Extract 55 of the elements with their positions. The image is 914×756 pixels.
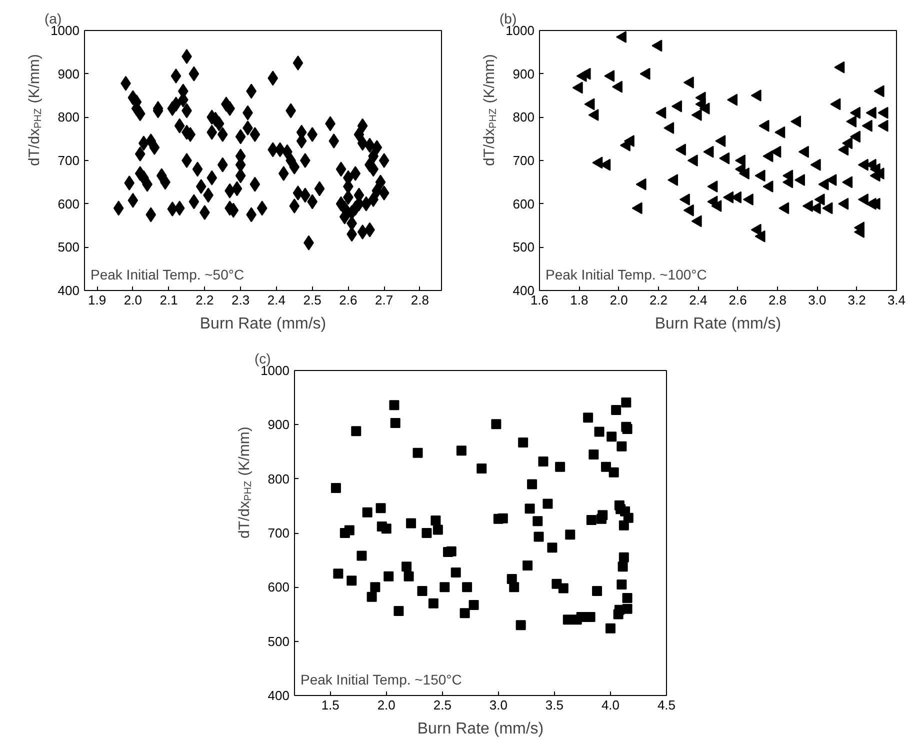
x-tick-label: 4.5 [657,698,676,712]
annotation: Peak Initial Temp. ~50°C [90,266,244,282]
x-tick-label: 2.6 [339,292,358,308]
y-tick-label: 800 [58,110,80,125]
x-tick-label: 2.6 [728,292,747,308]
y-tick-label: 400 [58,283,80,298]
x-axis-title: Burn Rate (mm/s) [654,316,782,332]
y-axis-title: dT/dxPHZ (K/mm) [26,54,44,166]
x-tick-label: 2.3 [232,292,250,308]
x-tick-label: 2.4 [267,292,286,308]
text: (a) [44,10,62,26]
x-tick-label: 2.5 [303,292,322,308]
x-tick-label: 2.2 [649,292,668,308]
x-tick-label: 2.2 [196,292,214,308]
x-tick-label: 2.0 [377,698,396,712]
y-tick-label: 900 [58,66,80,82]
x-tick-label: 3.2 [848,292,866,308]
x-tick-label: 1.9 [88,292,106,308]
y-axis-title: dT/dxPHZ (K/mm) [236,426,254,538]
y-tick-label: 500 [268,634,290,649]
x-tick-label: 2.1 [160,292,178,308]
y-tick-label: 900 [512,66,535,82]
x-tick-label: 2.5 [433,698,452,712]
y-tick-label: 900 [268,417,290,432]
y-tick-label: 700 [58,153,80,168]
x-tick-label: 3.0 [808,292,826,308]
y-tick-label: 500 [58,240,80,255]
x-tick-label: 2.0 [610,292,628,308]
x-tick-label: 2.8 [768,292,787,308]
y-axis-title: dT/dxPHZ (K/mm) [481,54,499,166]
x-tick-label: 2.4 [689,292,708,308]
annotation: Peak Initial Temp. ~150°C [300,672,462,688]
y-tick-label: 600 [58,196,80,212]
x-tick-label: 3.0 [489,698,508,712]
y-tick-label: 700 [512,153,535,168]
x-tick-label: 3.5 [545,698,564,712]
x-tick-label: 2.7 [375,292,394,308]
y-tick-label: 800 [512,110,535,125]
y-tick-label: 700 [268,526,290,540]
y-tick-label: 600 [268,580,290,595]
text: (c) [254,350,271,366]
x-axis-title: Burn Rate (mm/s) [200,316,326,332]
x-tick-label: 4.0 [601,698,620,712]
x-axis-title: Burn Rate (mm/s) [417,720,544,738]
x-tick-label: 1.5 [321,698,340,712]
annotation: Peak Initial Temp. ~100°C [546,266,707,282]
y-tick-label: 800 [268,471,290,486]
x-tick-label: 2.8 [410,292,430,308]
y-tick-label: 400 [268,688,290,703]
x-tick-label: 1.8 [570,292,588,308]
y-tick-label: 500 [512,240,535,255]
x-tick-label: 2.0 [124,292,142,308]
text: (b) [500,10,517,26]
y-tick-label: 600 [512,196,535,212]
x-tick-label: 3.4 [887,292,906,308]
